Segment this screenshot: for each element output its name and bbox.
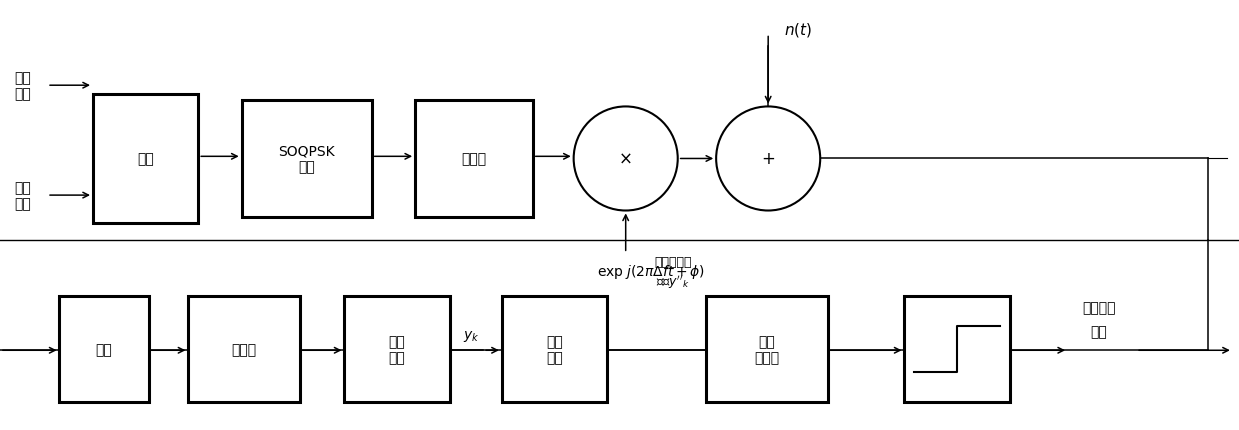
Bar (502, 297, 607, 402)
Text: 复用: 复用 (138, 152, 154, 166)
Text: $\mathrm{exp}\;j(2\pi\Delta ft+\phi)$: $\mathrm{exp}\;j(2\pi\Delta ft+\phi)$ (596, 262, 705, 280)
Ellipse shape (574, 107, 678, 211)
Text: 载波
同步: 载波 同步 (546, 334, 563, 365)
Text: 数字
采样: 数字 采样 (389, 334, 405, 365)
Bar (415, 101, 533, 217)
Text: ×: × (618, 150, 633, 168)
Text: 比特: 比特 (1090, 324, 1108, 338)
Text: 信号$y''_k$: 信号$y''_k$ (655, 273, 690, 290)
Text: 下变频: 下变频 (232, 342, 256, 356)
Text: $y_k$: $y_k$ (462, 328, 479, 343)
Bar (344, 297, 450, 402)
Bar (242, 101, 372, 217)
Text: 提取
软信息: 提取 软信息 (755, 334, 779, 365)
Bar (59, 297, 149, 402)
Text: 导频
序列: 导频 序列 (14, 181, 31, 211)
Text: 上变频: 上变频 (461, 152, 487, 166)
Text: $n(t)$: $n(t)$ (784, 21, 813, 39)
Bar (188, 297, 300, 402)
Text: SOQPSK
调制: SOQPSK 调制 (279, 144, 335, 174)
Text: 信息
序列: 信息 序列 (14, 71, 31, 101)
Bar (93, 95, 198, 224)
Text: 滤波: 滤波 (95, 342, 113, 356)
Ellipse shape (716, 107, 820, 211)
Text: 恢复发送: 恢复发送 (1082, 301, 1116, 314)
Text: +: + (761, 150, 776, 168)
Bar (706, 297, 828, 402)
Bar (904, 297, 1010, 402)
Text: 载波同步后: 载波同步后 (654, 256, 691, 269)
